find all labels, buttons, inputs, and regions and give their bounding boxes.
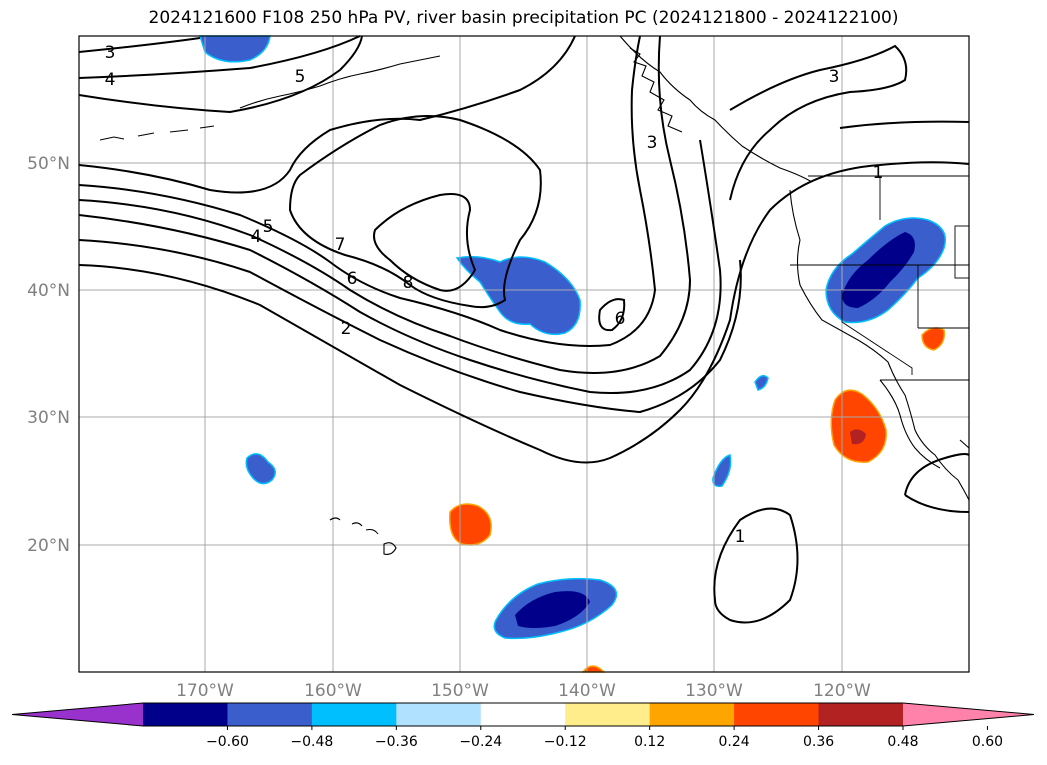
colorbar-segment — [143, 703, 228, 726]
colorbar-tick-label: 0.48 — [887, 734, 918, 750]
contour-label: 4 — [105, 70, 116, 90]
colorbar-segment — [480, 703, 566, 726]
colorbar-segment — [396, 703, 482, 726]
contour-label: 3 — [105, 43, 116, 63]
lon-label: 130°W — [685, 681, 743, 701]
colorbar-tick-label: −0.60 — [206, 734, 249, 750]
colorbar-segment — [734, 703, 820, 726]
colorbar-segment — [311, 703, 397, 726]
political-borders — [790, 175, 970, 381]
colorbar-tick-label: 0.36 — [803, 734, 834, 750]
colorbar-segment — [227, 703, 313, 726]
precip-blob-positive — [449, 503, 492, 546]
precip-blob-positive — [830, 389, 887, 463]
lon-label: 160°W — [304, 681, 362, 701]
lon-label: 150°W — [431, 681, 489, 701]
colorbar-extension-max — [903, 703, 1034, 726]
contour-label: 5 — [263, 217, 274, 237]
colorbar-tick-label: −0.12 — [544, 734, 587, 750]
lon-label: 140°W — [558, 681, 616, 701]
contour-label: 4 — [251, 227, 262, 247]
contour-label: 6 — [615, 309, 626, 329]
contour-labels: 3 4 5 5 4 7 6 8 2 6 3 3 1 1 — [105, 43, 884, 547]
precip-blob-negative — [198, 35, 271, 63]
precip-core-strong-negative — [842, 232, 915, 308]
lat-label: 30°N — [27, 408, 70, 428]
map-panel: 3 4 5 5 4 7 6 8 2 6 3 3 1 1 — [78, 35, 970, 673]
graticule — [79, 36, 969, 672]
contour-label: 5 — [295, 67, 306, 87]
colorbar-tick-label: −0.24 — [459, 734, 502, 750]
colorbar-tick-label: −0.36 — [375, 734, 418, 750]
chart-title: 2024121600 F108 250 hPa PV, river basin … — [148, 8, 899, 28]
colorbar-segment — [649, 703, 735, 726]
colorbar-tick-label: −0.48 — [290, 734, 333, 750]
precip-core-strong-negative — [515, 591, 590, 628]
colorbar-tick-label: 0.12 — [634, 734, 665, 750]
colorbar-segment — [565, 703, 651, 726]
lat-label: 40°N — [27, 281, 70, 301]
precip-core-strong-positive — [850, 429, 866, 445]
coastlines — [99, 35, 970, 555]
map-frame — [78, 35, 970, 673]
colorbar-tick-label: 0.60 — [972, 734, 1003, 750]
lon-label: 120°W — [813, 681, 871, 701]
lon-label: 170°W — [176, 681, 234, 701]
colorbar: −0.60 −0.48 −0.36 −0.24 −0.12 0.12 0.24 0.36 0.4… — [11, 702, 1035, 750]
contour-label: 1 — [873, 163, 884, 183]
precip-blob-negative — [245, 453, 276, 485]
contour-label: 7 — [335, 235, 346, 255]
contour-label: 2 — [341, 319, 352, 339]
precip-shading — [198, 35, 946, 673]
precip-blob-negative — [712, 454, 732, 488]
contour-label: 3 — [647, 133, 658, 153]
colorbar-tick-label: 0.24 — [719, 734, 750, 750]
colorbar-extension-min — [12, 703, 143, 726]
contour-label: 6 — [347, 269, 358, 289]
latitude-labels: 50°N 40°N 30°N 20°N — [27, 154, 70, 556]
colorbar-outline — [11, 702, 1035, 727]
contour-label: 3 — [829, 67, 840, 87]
longitude-labels: 170°W 160°W 150°W 140°W 130°W 120°W — [176, 681, 871, 701]
pv-contours — [78, 35, 970, 624]
lat-label: 20°N — [27, 536, 70, 556]
precip-blob-negative — [754, 375, 769, 391]
contour-label: 1 — [735, 527, 746, 547]
lat-label: 50°N — [27, 154, 70, 174]
colorbar-segment — [818, 703, 904, 726]
contour-label: 8 — [403, 273, 414, 293]
